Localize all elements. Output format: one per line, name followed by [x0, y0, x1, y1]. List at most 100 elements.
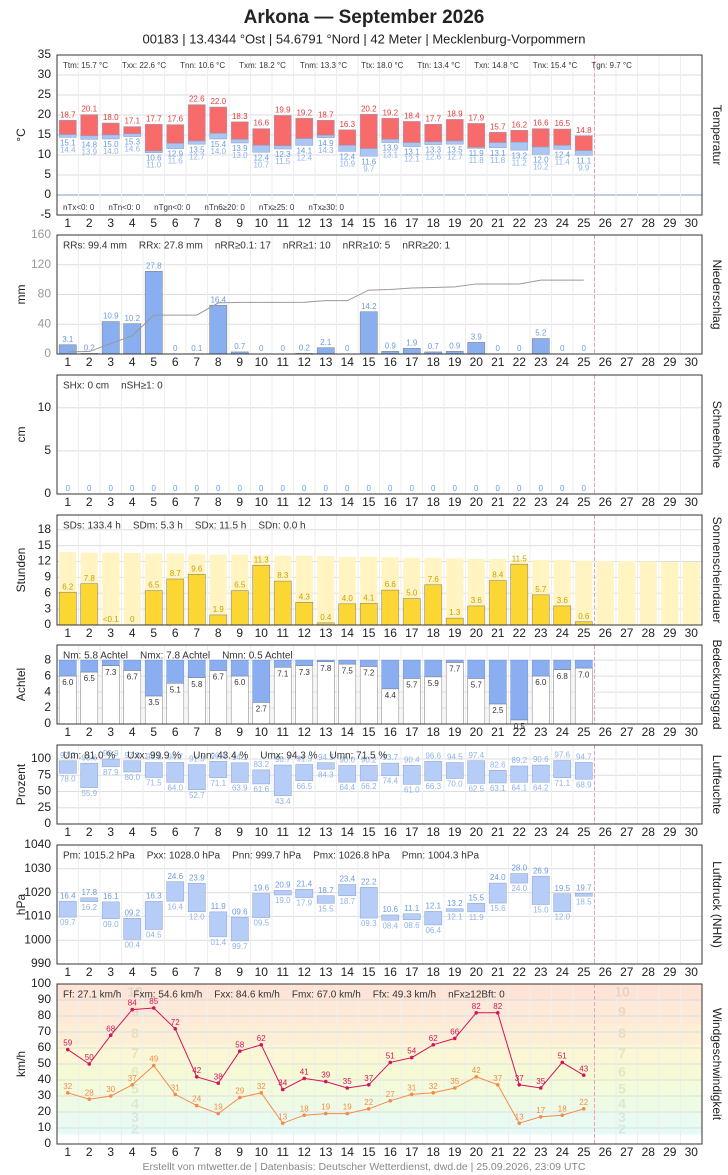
y-tick-label: 0	[44, 617, 51, 631]
point	[366, 1083, 371, 1087]
x-tick-label: 9	[236, 1145, 243, 1159]
stat-text: Nm: 5.8 Achtel	[63, 651, 128, 662]
x-tick-label: 20	[470, 495, 484, 509]
y-tick-label: 60	[38, 1040, 52, 1054]
y-tick-label: 10	[38, 1120, 52, 1134]
value-label: 7.7	[449, 665, 461, 674]
point	[431, 1043, 436, 1047]
range-box	[144, 901, 163, 930]
value-label: 12.1	[447, 913, 463, 922]
bar	[187, 573, 206, 626]
stat-text: Pm: 1015.2 hPa	[63, 851, 135, 862]
bar-remainder	[445, 659, 464, 663]
range-box	[402, 142, 421, 147]
beaufort-label: 10	[614, 984, 630, 1000]
value-label: 90.0	[339, 756, 355, 765]
x-tick-label: 4	[129, 216, 136, 230]
x-tick-label: 27	[620, 1145, 634, 1159]
bar	[338, 603, 357, 626]
x-tick-label: 15	[362, 216, 376, 230]
value-label: 16.6	[253, 119, 269, 128]
x-tick-label: 19	[448, 626, 462, 640]
x-tick-label: 1	[64, 725, 71, 739]
value-label: 6.5	[148, 581, 160, 590]
x-tick-label: 14	[341, 725, 355, 739]
value-label: 6.5	[84, 674, 96, 683]
range-box	[230, 139, 249, 144]
value-label: 23.4	[339, 875, 355, 884]
range-box	[574, 762, 593, 780]
x-tick-label: 6	[172, 1145, 179, 1159]
x-tick-label: 30	[685, 965, 699, 979]
value-label: 6.7	[127, 673, 139, 682]
bar	[402, 598, 421, 626]
range-box	[316, 762, 335, 770]
x-tick-label: 1	[64, 495, 71, 509]
x-tick-label: 2	[86, 495, 93, 509]
x-tick-label: 9	[236, 965, 243, 979]
value-label: 5.2	[535, 329, 547, 338]
y-tick-label: 990	[31, 956, 51, 970]
point	[302, 1076, 307, 1081]
x-tick-label: 3	[107, 965, 114, 979]
x-tick-label: 9	[236, 355, 243, 369]
x-tick-label: 6	[172, 725, 179, 739]
x-tick-label: 19	[448, 725, 462, 739]
value-label: 7.0	[578, 670, 590, 679]
x-tick-label: 17	[405, 495, 419, 509]
value-label: 71.1	[554, 779, 570, 788]
x-tick-label: 17	[405, 216, 419, 230]
x-tick-label: 11	[277, 355, 290, 369]
x-tick-label: 28	[642, 216, 656, 230]
x-tick-label: 24	[556, 825, 570, 839]
value-label: 0	[324, 484, 329, 493]
point	[560, 1113, 565, 1117]
value-label: 17	[536, 1106, 545, 1115]
value-label: 0	[216, 484, 221, 493]
value-label: 15.4	[210, 140, 226, 149]
bar	[252, 564, 271, 626]
x-tick-label: 21	[491, 355, 505, 369]
value-label: 01.4	[210, 938, 226, 947]
value-label: 13.1	[490, 149, 506, 158]
y-axis-label: Achtel	[14, 668, 28, 701]
value-label: 00.4	[124, 940, 140, 949]
x-tick-label: 9	[236, 725, 243, 739]
x-tick-label: 7	[193, 1145, 200, 1159]
value-label: 0.7	[428, 342, 440, 351]
value-label: 17.9	[468, 114, 484, 123]
value-label: 61.6	[253, 785, 269, 794]
value-label: 2.7	[256, 705, 268, 714]
point	[323, 1079, 328, 1084]
x-tick-label: 1	[64, 626, 71, 640]
y-tick-label: 120	[31, 257, 51, 271]
x-tick-label: 14	[341, 1145, 355, 1159]
value-label: 18	[558, 1104, 567, 1113]
value-label: 08.4	[382, 921, 398, 930]
y-tick-label: 20	[38, 107, 52, 121]
y-tick-label: 2	[44, 700, 51, 714]
value-label: 18	[300, 1104, 309, 1113]
value-label: 13.9	[382, 144, 398, 153]
value-label: 10.7	[253, 160, 269, 169]
x-tick-label: 8	[215, 825, 222, 839]
point	[452, 1036, 457, 1041]
x-tick-label: 19	[448, 825, 462, 839]
x-tick-label: 5	[150, 495, 157, 509]
stat-text: Pxx: 1028.0 hPa	[147, 851, 221, 862]
x-tick-label: 25	[577, 725, 591, 739]
value-label: 0	[259, 484, 264, 493]
value-label: 35	[450, 1077, 459, 1086]
x-tick-label: 3	[107, 825, 114, 839]
point	[194, 1075, 199, 1079]
value-label: 19	[214, 1103, 223, 1112]
x-tick-label: 11	[277, 965, 290, 979]
range-box	[209, 761, 228, 779]
x-tick-label: 23	[534, 355, 548, 369]
x-tick-label: 26	[599, 725, 613, 739]
x-tick-label: 14	[341, 355, 355, 369]
value-label: 89.2	[511, 756, 527, 765]
value-label: 4.4	[385, 691, 397, 700]
x-tick-label: 8	[215, 725, 222, 739]
side-label: Niederschlag	[710, 259, 724, 329]
